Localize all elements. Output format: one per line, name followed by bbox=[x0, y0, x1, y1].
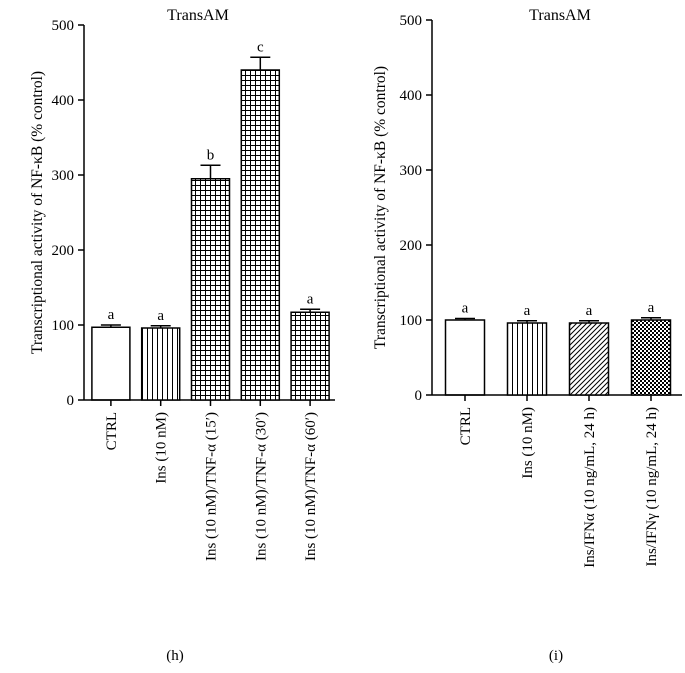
bar bbox=[568, 322, 610, 396]
category-label: Ins (10 nM) bbox=[520, 407, 536, 479]
y-tick-label: 200 bbox=[400, 238, 423, 254]
bar bbox=[91, 326, 131, 401]
category-label: CTRL bbox=[104, 412, 120, 450]
panel-label: (h) bbox=[166, 648, 184, 664]
panel-label: (i) bbox=[549, 648, 563, 664]
bar bbox=[630, 319, 672, 396]
significance-letter: a bbox=[524, 303, 531, 319]
y-tick-label: 100 bbox=[400, 313, 423, 329]
bar bbox=[444, 319, 486, 396]
bar bbox=[140, 327, 181, 401]
category-label: Ins (10 nM)/TNF-α (30′) bbox=[253, 412, 269, 561]
bar bbox=[506, 322, 548, 396]
category-label: Ins (10 nM)/TNF-α (60′) bbox=[303, 412, 319, 561]
significance-letter: a bbox=[307, 291, 314, 307]
bar bbox=[290, 311, 330, 401]
significance-letter: a bbox=[648, 300, 655, 316]
y-tick-label: 100 bbox=[52, 318, 75, 334]
category-label: Ins (10 nM)/TNF-α (15′) bbox=[204, 412, 220, 561]
y-tick-label: 500 bbox=[52, 18, 75, 34]
category-label: Ins/IFNγ (10 ng/mL, 24 h) bbox=[644, 407, 660, 567]
bar bbox=[190, 178, 231, 401]
bar bbox=[240, 69, 281, 401]
chart-title: TransAM bbox=[167, 7, 229, 24]
significance-letter: b bbox=[207, 147, 215, 163]
significance-letter: c bbox=[257, 39, 264, 55]
panel-h: TransAM 0 100 200 300 400 500 Transcriptional a… bbox=[29, 7, 335, 664]
y-tick-label: 0 bbox=[415, 388, 423, 404]
y-tick-label: 300 bbox=[400, 163, 423, 179]
category-label: CTRL bbox=[458, 407, 474, 445]
y-tick-label: 400 bbox=[52, 93, 75, 109]
category-label: Ins (10 nM) bbox=[154, 412, 170, 484]
y-tick-label: 0 bbox=[67, 393, 75, 409]
significance-letter: a bbox=[108, 307, 115, 323]
chart-title: TransAM bbox=[529, 7, 591, 24]
significance-letter: a bbox=[157, 308, 164, 324]
y-tick-label: 400 bbox=[400, 88, 423, 104]
y-tick-label: 200 bbox=[52, 243, 75, 259]
y-axis-label: Transcriptional activity of NF-κB (% con… bbox=[372, 66, 389, 349]
category-label: Ins/IFNα (10 ng/mL, 24 h) bbox=[582, 407, 598, 568]
y-tick-label: 300 bbox=[52, 168, 75, 184]
y-axis-label: Transcriptional activity of NF-κB (% con… bbox=[29, 71, 46, 354]
panel-i: TransAM 0 100 200 300 400 500 Transcriptional a… bbox=[372, 7, 682, 664]
significance-letter: a bbox=[586, 303, 593, 319]
y-tick-label: 500 bbox=[400, 13, 423, 29]
significance-letter: a bbox=[462, 301, 469, 317]
